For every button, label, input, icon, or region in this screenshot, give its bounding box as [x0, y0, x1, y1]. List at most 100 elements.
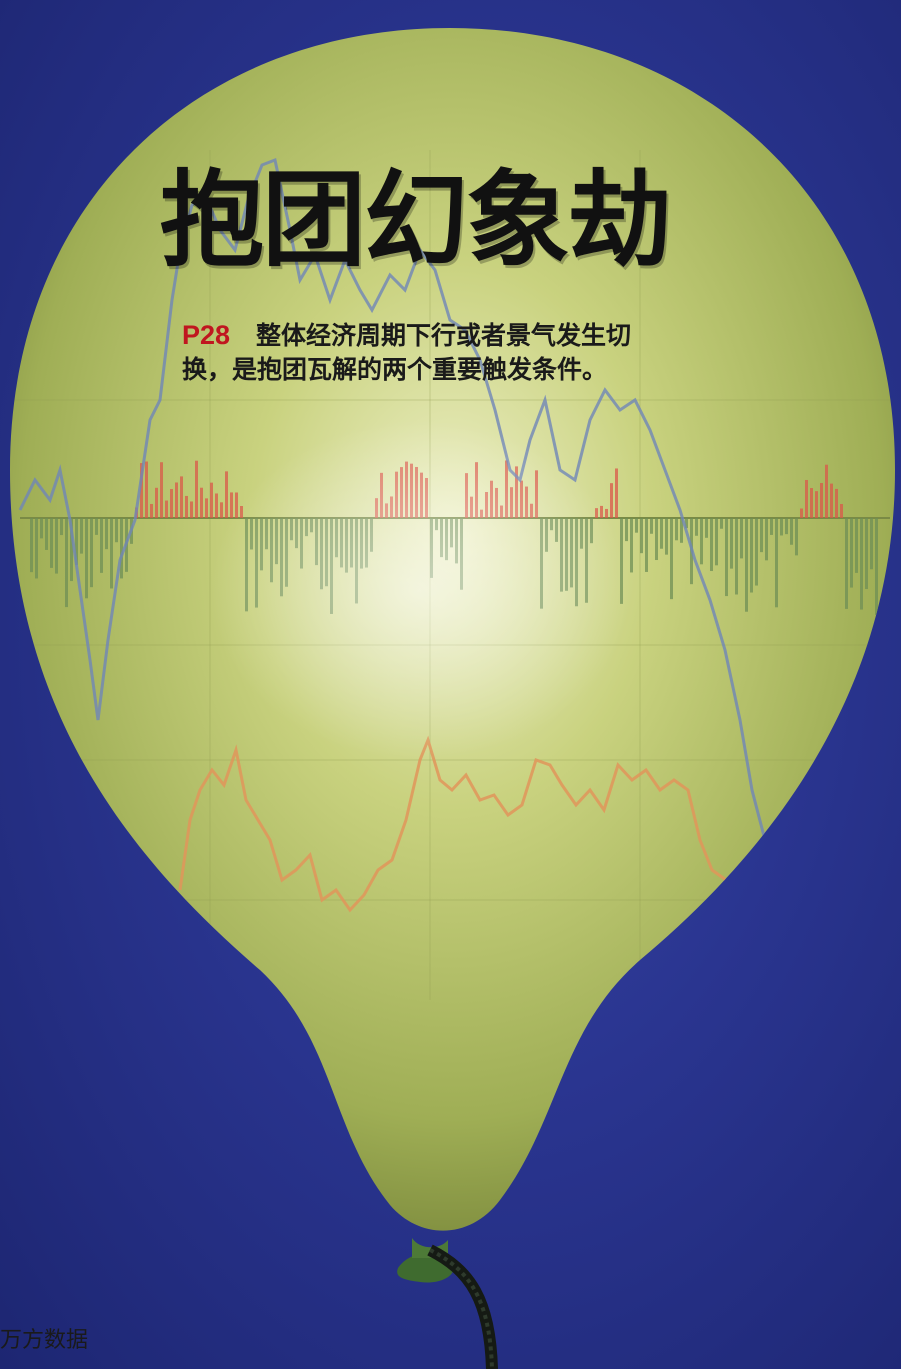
bar-negative [35, 518, 38, 579]
bar-negative [795, 518, 798, 556]
bar-negative [75, 518, 78, 565]
bar-positive [185, 495, 188, 518]
balloon-highlight [210, 420, 630, 760]
bar-positive [200, 487, 203, 518]
bar-negative [775, 518, 778, 608]
bar-positive [610, 483, 613, 518]
bar-negative [660, 518, 663, 549]
bar-negative [750, 518, 753, 593]
bar-negative [30, 518, 33, 573]
bar-negative [70, 518, 73, 582]
bar-negative [65, 518, 68, 608]
bar-negative [90, 518, 93, 588]
bar-negative [685, 518, 688, 529]
bar-positive [225, 471, 228, 518]
bar-positive [805, 479, 808, 518]
bar-negative [665, 518, 668, 555]
bar-positive [840, 503, 843, 518]
bar-negative [675, 518, 678, 541]
bar-negative [655, 518, 658, 561]
bar-negative [695, 518, 698, 536]
bar-negative [635, 518, 638, 533]
page-ref: P28 [182, 320, 231, 350]
bar-negative [735, 518, 738, 595]
bar-positive [170, 489, 173, 518]
bar-negative [85, 518, 88, 599]
bar-negative [645, 518, 648, 572]
bar-positive [160, 462, 163, 518]
bar-negative [780, 518, 783, 536]
bar-positive [615, 468, 618, 518]
bar-positive [815, 491, 818, 518]
watermark: 万方数据 [0, 1328, 89, 1353]
bar-positive [820, 483, 823, 518]
bar-negative [650, 518, 653, 534]
bar-positive [215, 493, 218, 518]
bar-negative [745, 518, 748, 612]
bar-negative [80, 518, 83, 554]
bar-negative [730, 518, 733, 569]
bar-positive [825, 464, 828, 518]
bar-negative [625, 518, 628, 542]
bar-negative [850, 518, 853, 588]
bar-negative [715, 518, 718, 566]
bar-negative [100, 518, 103, 573]
bar-negative [725, 518, 728, 597]
bar-negative [700, 518, 703, 565]
bar-negative [790, 518, 793, 545]
blue-price-line [18, 157, 767, 841]
bar-positive [220, 502, 223, 518]
bar-negative [860, 518, 863, 610]
bar-negative [630, 518, 633, 573]
bar-positive [140, 463, 143, 518]
bar-positive [165, 500, 168, 518]
bar-negative [50, 518, 53, 568]
bar-negative [670, 518, 673, 600]
bar-negative [760, 518, 763, 553]
bar-negative [705, 518, 708, 538]
bar-positive [190, 501, 193, 518]
headline: 抱团幻象劫 [160, 159, 672, 281]
bar-positive [210, 482, 213, 518]
bar-negative [55, 518, 58, 574]
bar-negative [110, 518, 113, 589]
bar-negative [45, 518, 48, 550]
bar-positive [235, 492, 238, 518]
bar-positive [195, 460, 198, 518]
bar-positive [800, 508, 803, 518]
bar-negative [845, 518, 848, 609]
bar-negative [755, 518, 758, 586]
orange-index-line [178, 735, 727, 913]
bar-negative [60, 518, 63, 536]
bar-positive [145, 461, 148, 518]
bar-negative [785, 518, 788, 535]
bar-negative [95, 518, 98, 535]
bar-positive [205, 498, 208, 518]
bar-positive [175, 482, 178, 518]
bar-negative [115, 518, 118, 543]
bar-positive [830, 483, 833, 518]
bar-negative [770, 518, 773, 535]
bar-positive [150, 503, 153, 518]
bar-negative [870, 518, 873, 570]
bar-positive [230, 492, 233, 518]
teaser: P28 整体经济周期下行或者景气发生切 换，是抱团瓦解的两个重要触发条件。 [182, 318, 742, 387]
bar-negative [680, 518, 683, 543]
bar-positive [180, 476, 183, 518]
teaser-line-2: 换，是抱团瓦解的两个重要触发条件。 [182, 355, 608, 384]
bar-negative [740, 518, 743, 559]
bar-negative [120, 518, 123, 579]
bar-positive [835, 488, 838, 518]
bar-negative [105, 518, 108, 550]
bar-negative [710, 518, 713, 572]
bar-negative [855, 518, 858, 573]
bar-negative [865, 518, 868, 590]
bar-negative [40, 518, 43, 539]
bar-negative [640, 518, 643, 554]
bar-negative [875, 518, 878, 616]
teaser-line-1: 整体经济周期下行或者景气发生切 [256, 321, 632, 350]
bar-positive [810, 488, 813, 518]
bar-negative [765, 518, 768, 561]
bar-positive [155, 487, 158, 518]
